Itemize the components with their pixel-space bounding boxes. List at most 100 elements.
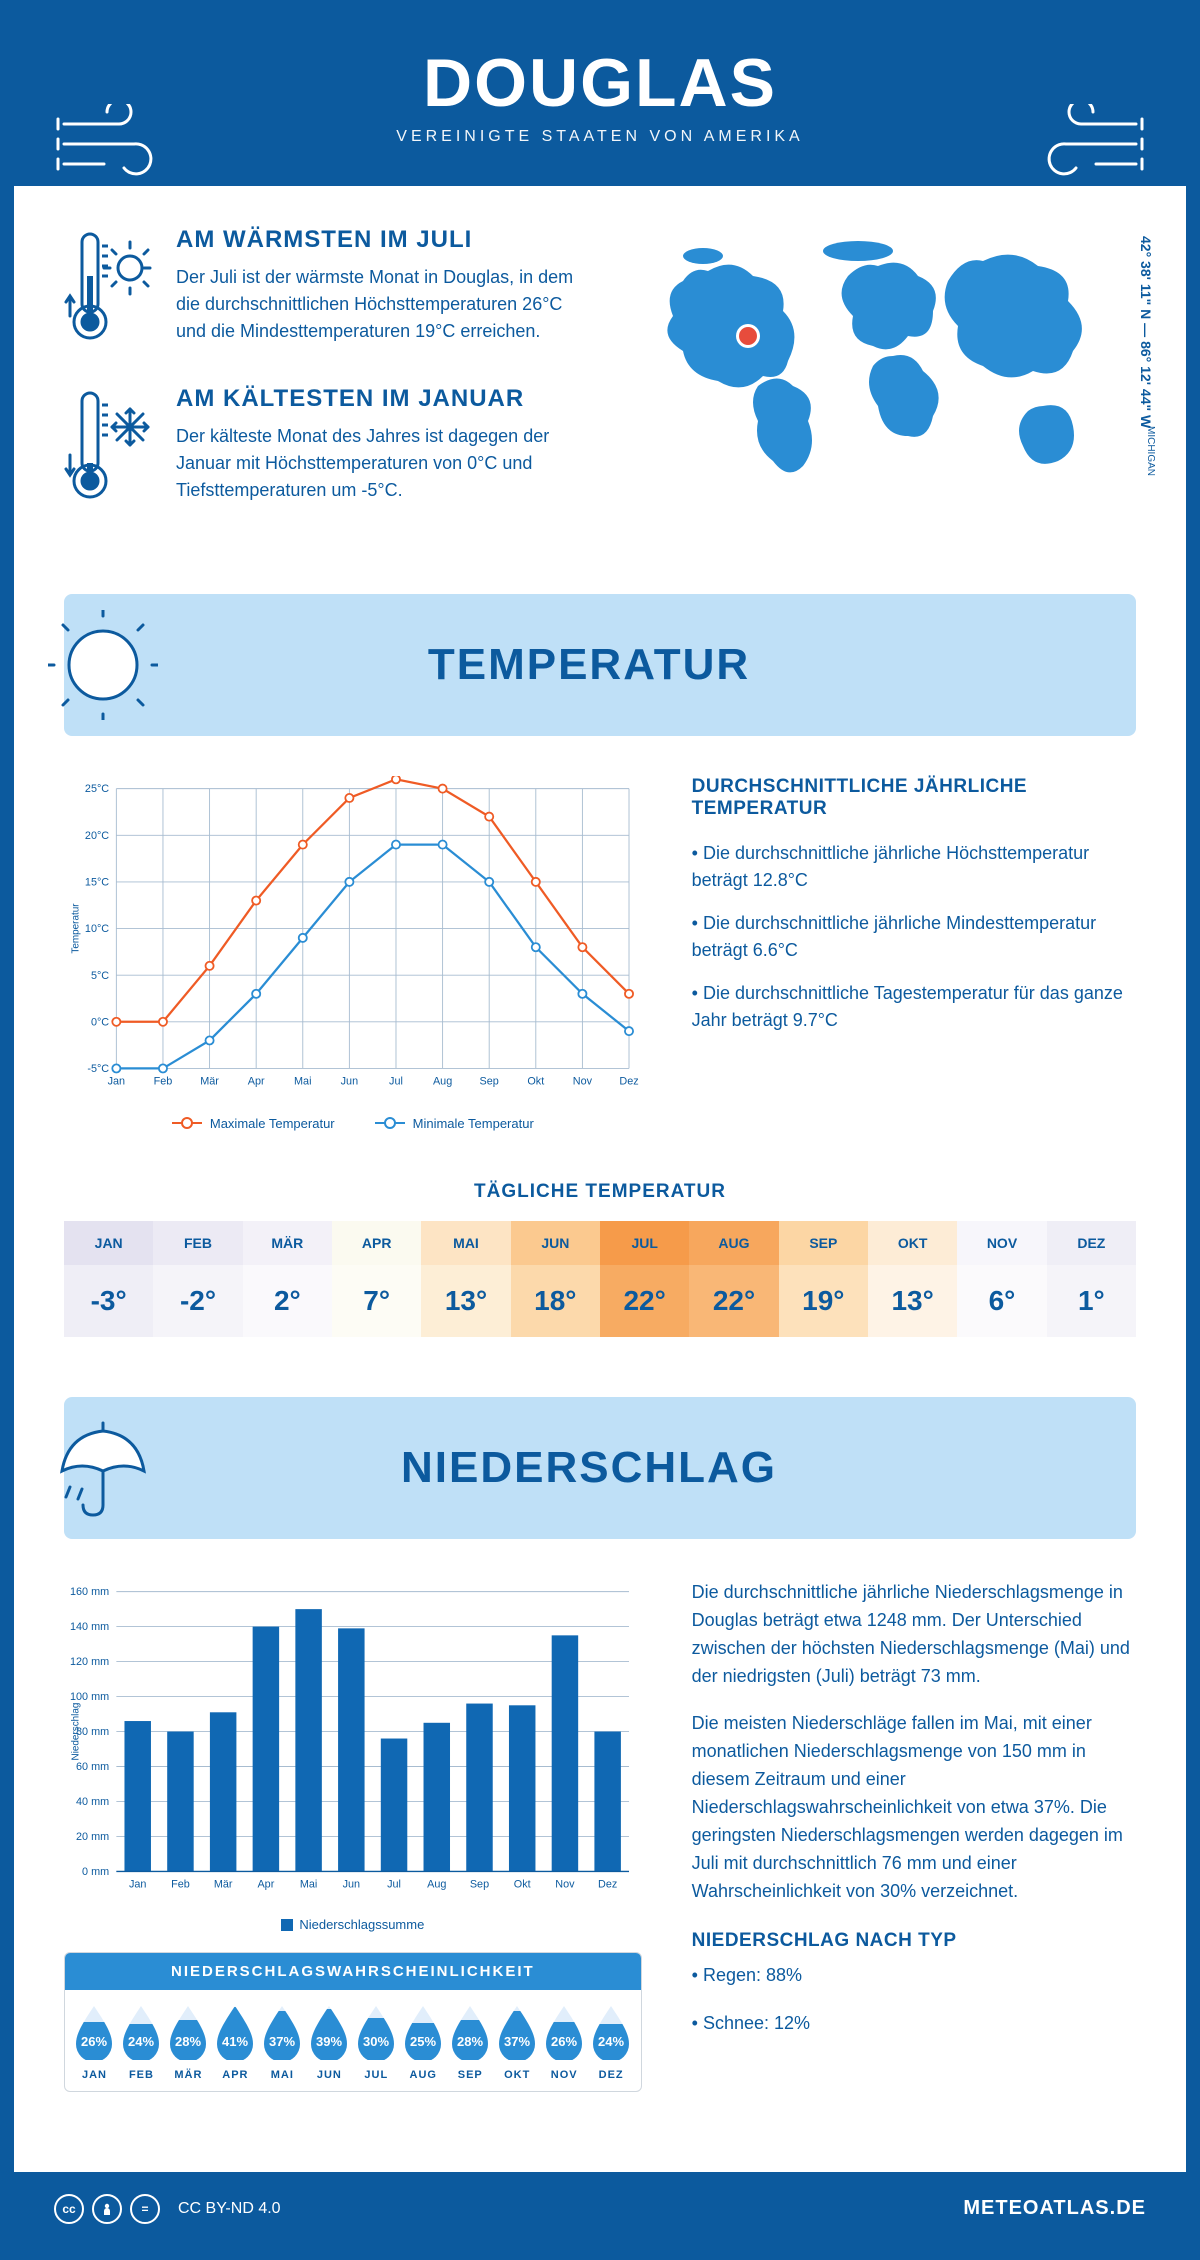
temp-bullet: • Die durchschnittliche jährliche Höchst… bbox=[692, 840, 1136, 894]
daily-temp-value: 22° bbox=[689, 1265, 778, 1337]
svg-text:160 mm: 160 mm bbox=[70, 1586, 109, 1598]
svg-text:Feb: Feb bbox=[171, 1879, 190, 1891]
precip-bar-chart: 0 mm20 mm40 mm60 mm80 mm100 mm120 mm140 … bbox=[64, 1579, 642, 1932]
cc-icon: cc bbox=[54, 2194, 84, 2224]
svg-text:Okt: Okt bbox=[527, 1076, 544, 1088]
legend-max-temp: Maximale Temperatur bbox=[172, 1116, 335, 1131]
prob-cell: 24% DEZ bbox=[588, 2004, 635, 2081]
svg-text:Mär: Mär bbox=[200, 1076, 219, 1088]
svg-text:Nov: Nov bbox=[555, 1879, 575, 1891]
daily-temp-value: 13° bbox=[868, 1265, 957, 1337]
prob-cell: 37% MAI bbox=[259, 2004, 306, 2081]
svg-text:20 mm: 20 mm bbox=[76, 1831, 109, 1843]
daily-temp-month: DEZ bbox=[1047, 1221, 1136, 1265]
svg-text:Niederschlag: Niederschlag bbox=[70, 1703, 81, 1761]
svg-text:5°C: 5°C bbox=[91, 970, 109, 982]
svg-text:0°C: 0°C bbox=[91, 1016, 109, 1028]
page-title: DOUGLAS bbox=[34, 44, 1166, 122]
prob-cell: 25% AUG bbox=[400, 2004, 447, 2081]
map-icon bbox=[620, 226, 1136, 516]
intro-section: AM WÄRMSTEN IM JULI Der Juli ist der wär… bbox=[64, 226, 1136, 544]
svg-text:-5°C: -5°C bbox=[87, 1063, 109, 1075]
svg-text:Apr: Apr bbox=[257, 1879, 274, 1891]
svg-text:37%: 37% bbox=[269, 2034, 295, 2049]
precip-title: NIEDERSCHLAG bbox=[72, 1443, 1106, 1493]
svg-text:39%: 39% bbox=[316, 2034, 342, 2049]
by-icon bbox=[92, 2194, 122, 2224]
legend-min-temp: Minimale Temperatur bbox=[375, 1116, 534, 1131]
precip-type-bullet: • Regen: 88% bbox=[692, 1962, 1136, 1990]
infographic-page: DOUGLAS VEREINIGTE STAATEN VON AMERIKA bbox=[0, 0, 1200, 2260]
daily-temp-month: FEB bbox=[153, 1221, 242, 1265]
svg-text:15°C: 15°C bbox=[85, 877, 109, 889]
precip-probability-box: NIEDERSCHLAGSWAHRSCHEINLICHKEIT 26% JAN … bbox=[64, 1952, 642, 2092]
daily-temp-value: 7° bbox=[332, 1265, 421, 1337]
license-label: CC BY-ND 4.0 bbox=[178, 2200, 281, 2218]
precip-info: Die durchschnittliche jährliche Niedersc… bbox=[692, 1579, 1136, 2092]
svg-text:25%: 25% bbox=[410, 2034, 436, 2049]
svg-text:28%: 28% bbox=[175, 2034, 201, 2049]
svg-text:Jul: Jul bbox=[387, 1879, 401, 1891]
coldest-block: AM KÄLTESTEN IM JANUAR Der kälteste Mona… bbox=[64, 385, 580, 510]
prob-title: NIEDERSCHLAGSWAHRSCHEINLICHKEIT bbox=[65, 1953, 641, 1990]
daily-temp-month: OKT bbox=[868, 1221, 957, 1265]
warmest-title: AM WÄRMSTEN IM JULI bbox=[176, 226, 580, 254]
svg-text:0 mm: 0 mm bbox=[82, 1866, 109, 1878]
coordinates-label: 42° 38' 11" N — 86° 12' 44" W bbox=[1138, 236, 1154, 428]
svg-text:120 mm: 120 mm bbox=[70, 1656, 109, 1668]
daily-temp-value: 22° bbox=[600, 1265, 689, 1337]
daily-temp-month: JUN bbox=[511, 1221, 600, 1265]
prob-cell: 26% JAN bbox=[71, 2004, 118, 2081]
coldest-title: AM KÄLTESTEN IM JANUAR bbox=[176, 385, 580, 413]
world-map: 42° 38' 11" N — 86° 12' 44" W MICHIGAN bbox=[620, 226, 1136, 544]
brand-label: METEOATLAS.DE bbox=[963, 2197, 1146, 2220]
prob-cell: 30% JUL bbox=[353, 2004, 400, 2081]
temp-info-title: DURCHSCHNITTLICHE JÄHRLICHE TEMPERATUR bbox=[692, 776, 1136, 820]
svg-text:60 mm: 60 mm bbox=[76, 1761, 109, 1773]
temperature-line-chart: -5°C0°C5°C10°C15°C20°C25°CJanFebMärAprMa… bbox=[64, 776, 642, 1131]
precip-section-header: NIEDERSCHLAG bbox=[64, 1397, 1136, 1539]
svg-text:Dez: Dez bbox=[619, 1076, 638, 1088]
daily-temp-value: 2° bbox=[243, 1265, 332, 1337]
svg-text:Temperatur: Temperatur bbox=[70, 903, 81, 954]
daily-temp-month: JAN bbox=[64, 1221, 153, 1265]
svg-text:140 mm: 140 mm bbox=[70, 1621, 109, 1633]
prob-cell: 28% MÄR bbox=[165, 2004, 212, 2081]
daily-temp-value: 6° bbox=[957, 1265, 1046, 1337]
prob-cell: 41% APR bbox=[212, 2004, 259, 2081]
prob-cell: 26% NOV bbox=[541, 2004, 588, 2081]
svg-text:10°C: 10°C bbox=[85, 923, 109, 935]
svg-text:Mai: Mai bbox=[294, 1076, 311, 1088]
svg-text:30%: 30% bbox=[363, 2034, 389, 2049]
thermometer-cold-icon bbox=[64, 385, 154, 505]
svg-text:Jan: Jan bbox=[129, 1879, 146, 1891]
svg-text:Mär: Mär bbox=[214, 1879, 233, 1891]
svg-text:41%: 41% bbox=[222, 2034, 248, 2049]
nd-icon: = bbox=[130, 2194, 160, 2224]
precip-para1: Die durchschnittliche jährliche Niedersc… bbox=[692, 1579, 1136, 1691]
bar-legend: Niederschlagssumme bbox=[64, 1917, 642, 1932]
prob-cell: 39% JUN bbox=[306, 2004, 353, 2081]
daily-temp-value: 1° bbox=[1047, 1265, 1136, 1337]
svg-text:Okt: Okt bbox=[514, 1879, 531, 1891]
page-header: DOUGLAS VEREINIGTE STAATEN VON AMERIKA bbox=[14, 14, 1186, 186]
page-subtitle: VEREINIGTE STAATEN VON AMERIKA bbox=[34, 128, 1166, 146]
svg-text:Jun: Jun bbox=[343, 1879, 360, 1891]
daily-temp-title: TÄGLICHE TEMPERATUR bbox=[64, 1181, 1136, 1203]
daily-temp-value: -3° bbox=[64, 1265, 153, 1337]
daily-temp-month: MÄR bbox=[243, 1221, 332, 1265]
svg-text:Sep: Sep bbox=[470, 1879, 489, 1891]
svg-text:26%: 26% bbox=[81, 2034, 107, 2049]
svg-text:20°C: 20°C bbox=[85, 830, 109, 842]
svg-text:Mai: Mai bbox=[300, 1879, 317, 1891]
daily-temp-value: 13° bbox=[421, 1265, 510, 1337]
svg-text:24%: 24% bbox=[598, 2034, 624, 2049]
daily-temp-value: -2° bbox=[153, 1265, 242, 1337]
svg-text:Jun: Jun bbox=[341, 1076, 358, 1088]
daily-temp-month: APR bbox=[332, 1221, 421, 1265]
svg-text:Jul: Jul bbox=[389, 1076, 403, 1088]
svg-text:Aug: Aug bbox=[427, 1879, 446, 1891]
svg-text:28%: 28% bbox=[457, 2034, 483, 2049]
svg-text:26%: 26% bbox=[551, 2034, 577, 2049]
daily-temp-month: SEP bbox=[779, 1221, 868, 1265]
